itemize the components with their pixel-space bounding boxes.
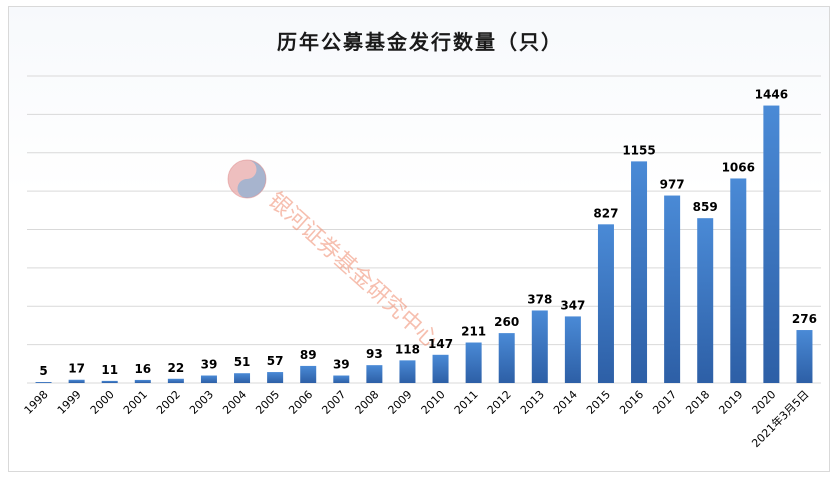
bar-18: [631, 161, 648, 383]
bar-3: [134, 379, 151, 383]
x-tick-11: 2009: [386, 388, 415, 417]
x-tick-10: 2008: [353, 388, 382, 417]
bar-1: [68, 379, 85, 383]
x-tick-20: 2018: [683, 388, 712, 417]
bar-10: [366, 365, 383, 383]
bar-11: [399, 360, 416, 383]
data-label-5: 39: [201, 358, 218, 372]
x-tick-15: 2013: [518, 388, 547, 417]
x-tick-19: 2017: [650, 388, 679, 417]
data-label-3: 16: [134, 362, 151, 376]
data-label-11: 118: [395, 342, 420, 356]
data-label-13: 211: [461, 325, 486, 339]
x-tick-23: 2021年3月5日: [749, 387, 812, 450]
bar-20: [697, 218, 714, 383]
x-tick-12: 2010: [419, 388, 448, 417]
chart-frame: 历年公募基金发行数量（只） 银河证券基金研究中心 5 17 11 16 22 39 51 57…: [8, 6, 830, 472]
bar-23: [796, 330, 813, 383]
data-label-17: 827: [593, 206, 618, 220]
x-tick-7: 2005: [253, 388, 282, 417]
bar-8: [300, 365, 317, 383]
bar-14: [498, 333, 515, 383]
x-tick-14: 2012: [485, 388, 514, 417]
bar-16: [564, 316, 581, 383]
bar-chart: 历年公募基金发行数量（只） 银河证券基金研究中心 5 17 11 16 22 39 51 57…: [22, 30, 821, 450]
x-tick-9: 2007: [319, 388, 348, 417]
data-label-6: 51: [234, 355, 251, 369]
x-tick-13: 2011: [452, 388, 481, 417]
bar-9: [333, 375, 350, 383]
bar-15: [531, 310, 548, 383]
data-label-1: 17: [68, 362, 85, 376]
data-label-0: 5: [39, 364, 47, 378]
x-tick-1: 1999: [55, 388, 84, 417]
bar-0: [35, 382, 52, 383]
data-label-15: 378: [527, 292, 552, 306]
bar-4: [167, 378, 184, 383]
bar-5: [200, 375, 217, 383]
bar-13: [465, 342, 482, 383]
data-label-18: 1155: [622, 143, 655, 157]
data-label-8: 89: [300, 348, 317, 362]
bar-7: [267, 372, 284, 383]
x-tick-0: 1998: [22, 388, 51, 417]
data-label-9: 39: [333, 358, 350, 372]
data-label-7: 57: [267, 354, 284, 368]
data-labels: 5 17 11 16 22 39 51 57 89 39 93 118 147 211 260 378 347 8…: [39, 88, 817, 378]
x-tick-17: 2015: [584, 388, 613, 417]
x-tick-6: 2004: [220, 388, 249, 417]
x-tick-3: 2001: [121, 388, 150, 417]
watermark: 银河证券基金研究中心: [227, 159, 443, 354]
data-label-19: 977: [660, 178, 685, 192]
data-label-4: 22: [168, 361, 185, 375]
data-label-2: 11: [101, 363, 118, 377]
gridlines: [27, 75, 821, 384]
data-label-14: 260: [494, 315, 519, 329]
x-tick-2: 2000: [88, 388, 117, 417]
x-tick-22: 2020: [750, 388, 779, 417]
x-tick-labels: 1998 1999 2000 2001 2002 2003 2004 2005 2006 2007…: [22, 387, 812, 450]
data-label-21: 1066: [722, 160, 755, 174]
bar-6: [234, 373, 251, 383]
data-label-20: 859: [693, 200, 718, 214]
x-tick-4: 2002: [154, 388, 183, 417]
bar-19: [664, 195, 681, 383]
bar-22: [763, 105, 780, 383]
data-label-23: 276: [792, 312, 817, 326]
data-label-16: 347: [560, 298, 585, 312]
watermark-text: 银河证券基金研究中心: [263, 188, 443, 354]
x-tick-18: 2016: [617, 388, 646, 417]
x-tick-5: 2003: [187, 388, 216, 417]
x-tick-16: 2014: [551, 388, 580, 417]
x-tick-21: 2019: [716, 388, 745, 417]
galaxy-logo-icon: [227, 159, 267, 199]
bars: [35, 105, 813, 383]
data-label-12: 147: [428, 337, 453, 351]
data-label-10: 93: [366, 347, 383, 361]
chart-title: 历年公募基金发行数量（只）: [277, 30, 563, 54]
x-tick-8: 2006: [286, 388, 315, 417]
bar-21: [730, 178, 747, 383]
bar-2: [101, 380, 118, 383]
data-label-22: 1446: [755, 88, 788, 102]
bar-17: [597, 224, 614, 383]
bar-12: [432, 354, 449, 383]
